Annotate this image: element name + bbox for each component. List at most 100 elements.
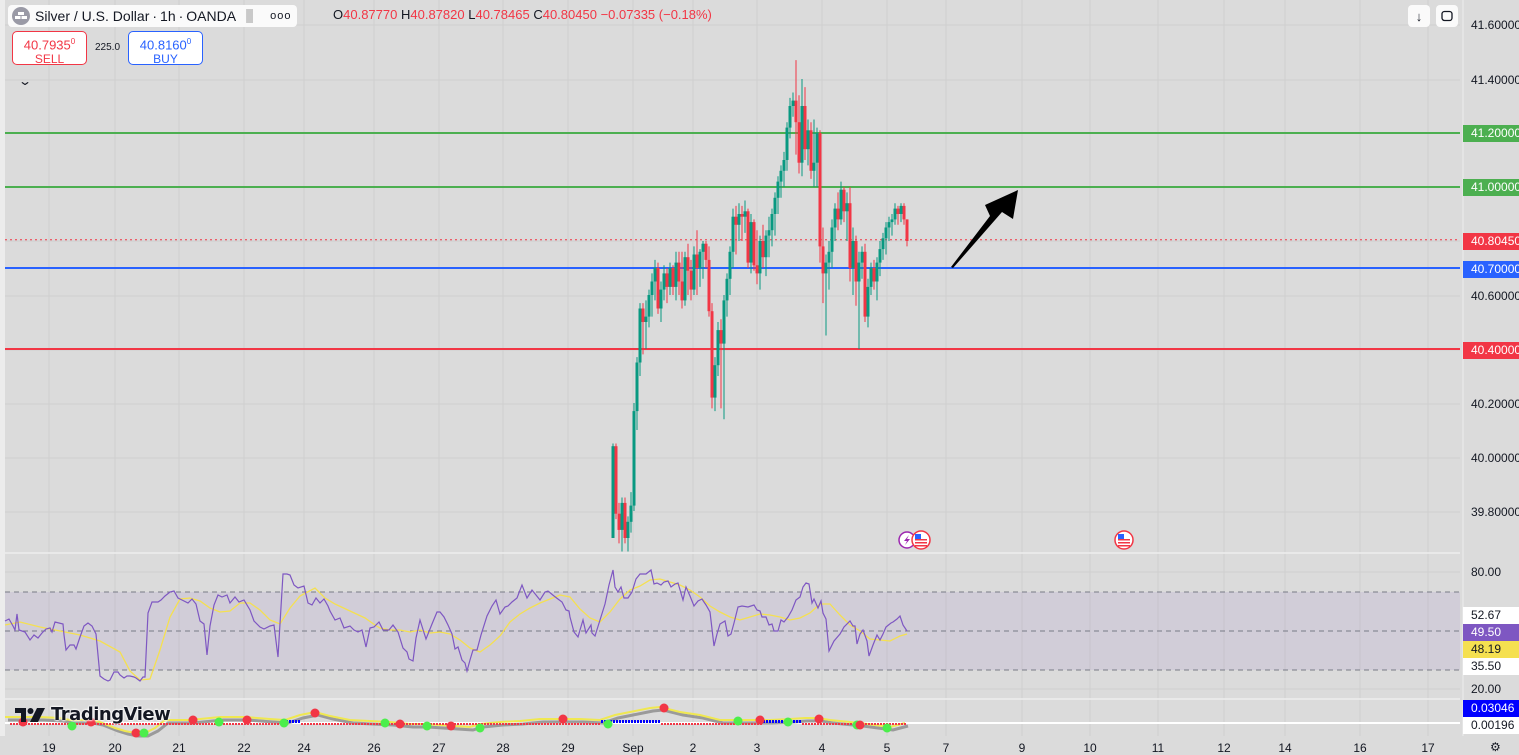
symbol-title[interactable]: Silver / U.S. Dollar <box>35 8 150 24</box>
candle-down <box>755 265 759 274</box>
flag-icon[interactable] <box>246 9 259 23</box>
macd-histogram-bar <box>16 723 18 725</box>
candle-up <box>779 170 783 182</box>
macd-histogram-bar <box>325 723 327 725</box>
rsi-axis-label: 52.67 <box>1463 607 1519 624</box>
macd-histogram-bar <box>268 723 270 725</box>
separator: · <box>178 8 184 24</box>
macd-histogram-bar <box>112 723 114 725</box>
candle-up <box>716 330 720 366</box>
chart-settings-icon[interactable]: ⚙ <box>1490 740 1501 754</box>
macd-histogram-bar <box>253 723 255 725</box>
arrow-annotation[interactable] <box>951 190 1018 268</box>
macd-histogram-bar <box>529 723 531 725</box>
macd-histogram-bar <box>571 723 573 725</box>
macd-histogram-bar <box>727 723 729 725</box>
buy-price-sup: 0 <box>186 37 192 46</box>
time-axis-label: 11 <box>1151 741 1165 755</box>
macd-histogram-bar <box>301 723 303 725</box>
macd-cross-up-dot <box>783 717 793 727</box>
rsi-axis-label: 49.50 <box>1463 624 1519 641</box>
macd-histogram-bar <box>640 720 642 723</box>
macd-histogram-bar <box>136 723 138 725</box>
macd-axis-label: 0.03046 <box>1463 700 1519 717</box>
macd-cross-down-dot <box>446 721 456 731</box>
time-axis-label: 24 <box>297 741 311 755</box>
macd-histogram-bar <box>406 723 408 725</box>
candle-up <box>869 268 873 287</box>
macd-histogram-bar <box>841 723 843 725</box>
macd-histogram-bar <box>304 723 306 725</box>
candle-up <box>782 160 786 171</box>
candle-up <box>812 162 816 171</box>
macd-histogram-bar <box>709 723 711 725</box>
price-axis-label: 41.60000 <box>1471 18 1519 32</box>
scroll-to-latest-button[interactable]: ↓ <box>1408 5 1430 27</box>
sell-price: 40.7935 <box>23 37 71 53</box>
macd-histogram-bar <box>715 723 717 725</box>
macd-histogram-bar <box>265 723 267 725</box>
macd-histogram-bar <box>511 723 513 725</box>
symbol-legend[interactable]: Silver / U.S. Dollar · 1h · OANDA ooo <box>8 5 298 27</box>
candle-up <box>776 181 780 198</box>
more-options-icon[interactable]: ooo <box>270 10 292 22</box>
candle-up <box>653 268 657 282</box>
buy-button[interactable]: 40.81600 BUY <box>128 31 203 66</box>
time-axis-label: 17 <box>1421 741 1435 755</box>
candle-up <box>899 205 903 214</box>
macd-histogram-bar <box>85 723 87 725</box>
candle-up <box>890 219 894 223</box>
sell-button[interactable]: 40.79350 SELL <box>12 31 87 66</box>
macd-histogram-bar <box>550 723 552 725</box>
macd-cross-up-dot <box>380 718 390 728</box>
macd-histogram-bar <box>724 723 726 725</box>
macd-cross-down-dot <box>86 717 96 727</box>
macd-histogram-bar <box>664 723 666 725</box>
macd-histogram-bar <box>811 723 813 725</box>
macd-histogram-bar <box>151 723 153 725</box>
candle-up <box>806 130 810 150</box>
candle-down <box>740 214 744 217</box>
macd-histogram-bar <box>409 723 411 725</box>
macd-cross-up-dot <box>67 721 77 731</box>
interval[interactable]: 1h <box>160 8 176 24</box>
macd-cross-up-dot <box>603 719 613 729</box>
price-level-tag: 40.70000 <box>1463 261 1519 278</box>
macd-histogram-bar <box>322 723 324 725</box>
macd-histogram-bar <box>793 720 795 723</box>
macd-histogram-bar <box>817 723 819 725</box>
collapse-chevron-icon[interactable]: ⌄ <box>17 74 33 88</box>
macd-histogram-bar <box>475 723 477 725</box>
macd-histogram-bar <box>433 723 435 725</box>
macd-histogram-bar <box>505 723 507 725</box>
macd-histogram-bar <box>670 723 672 725</box>
macd-histogram-bar <box>748 723 750 725</box>
time-axis-label: 21 <box>172 741 186 755</box>
candle-up <box>674 262 678 287</box>
candle-up <box>866 286 870 317</box>
macd-histogram-bar <box>103 723 105 725</box>
macd-histogram-bar <box>706 723 708 725</box>
macd-histogram-bar <box>556 723 558 725</box>
flag-canton <box>1118 534 1124 539</box>
macd-cross-down-dot <box>188 715 198 725</box>
candle-down <box>836 208 840 220</box>
macd-histogram-bar <box>892 723 894 725</box>
macd-cross-down-dot <box>131 728 141 738</box>
macd-histogram-bar <box>823 723 825 725</box>
fullscreen-button[interactable] <box>1436 5 1458 27</box>
macd-histogram-bar <box>421 723 423 725</box>
tradingview-logo[interactable]: TradingView <box>15 704 171 725</box>
macd-histogram-bar <box>772 720 774 723</box>
macd-cross-up-dot <box>422 721 432 731</box>
macd-histogram-bar <box>592 723 594 725</box>
candle-down <box>695 254 699 268</box>
macd-histogram-bar <box>331 723 333 725</box>
candle-up <box>635 362 639 412</box>
macd-histogram-bar <box>109 723 111 725</box>
flag-stripe <box>915 545 927 547</box>
macd-histogram-bar <box>313 723 315 725</box>
macd-histogram-bar <box>526 723 528 725</box>
macd-histogram-bar <box>496 723 498 725</box>
